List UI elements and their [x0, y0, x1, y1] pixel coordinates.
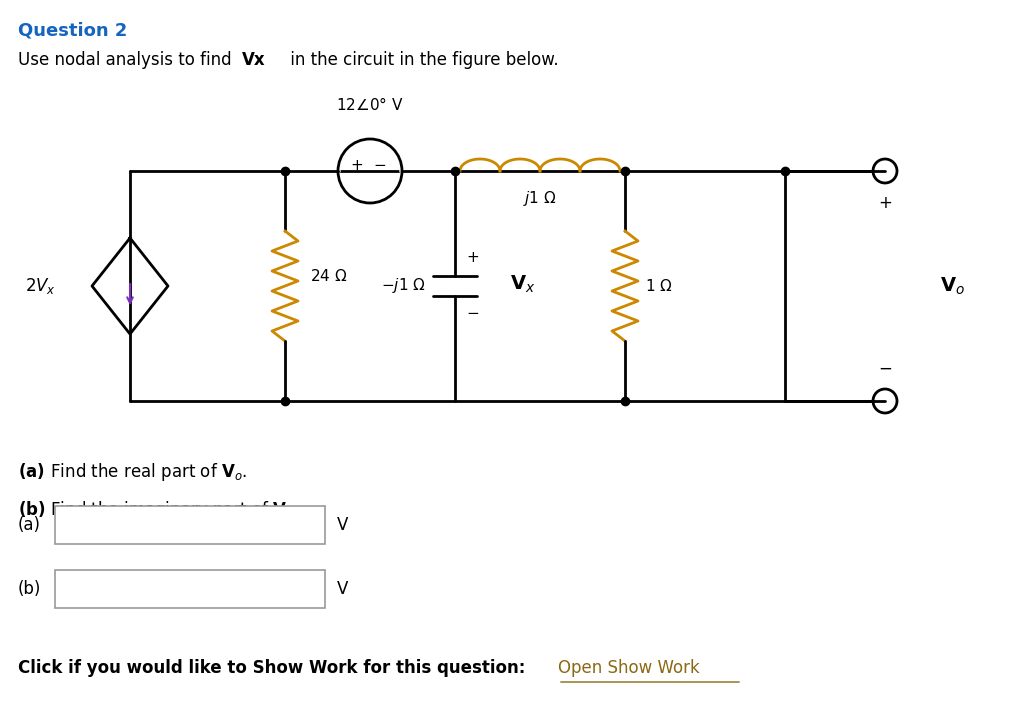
- FancyBboxPatch shape: [55, 570, 325, 608]
- Text: +: +: [467, 250, 479, 266]
- Text: 1 $\Omega$: 1 $\Omega$: [645, 278, 673, 294]
- Text: Vx: Vx: [242, 51, 265, 69]
- Text: $\mathbf{(b)}$: $\mathbf{(b)}$: [18, 499, 46, 519]
- Text: 24 $\Omega$: 24 $\Omega$: [310, 268, 347, 284]
- Text: Find the real part of $\mathbf{V}_o$.: Find the real part of $\mathbf{V}_o$.: [45, 461, 248, 483]
- Text: $12\angle 0°$ V: $12\angle 0°$ V: [336, 96, 403, 113]
- FancyBboxPatch shape: [55, 506, 325, 544]
- Text: $\mathbf{(a)}$: $\mathbf{(a)}$: [18, 461, 45, 481]
- Text: (b): (b): [18, 580, 41, 598]
- Text: +: +: [350, 158, 364, 174]
- Text: $j1$ $\Omega$: $j1$ $\Omega$: [523, 189, 557, 208]
- Text: Find the imaginary part of $\mathbf{V}_o$.: Find the imaginary part of $\mathbf{V}_o…: [45, 499, 299, 521]
- Text: −: −: [374, 158, 386, 174]
- Text: V: V: [337, 580, 348, 598]
- Text: in the circuit in the figure below.: in the circuit in the figure below.: [285, 51, 559, 69]
- Text: Question 2: Question 2: [18, 21, 127, 39]
- Text: +: +: [878, 194, 892, 212]
- Text: Open Show Work: Open Show Work: [558, 659, 699, 677]
- Text: $\mathbf{V}_x$: $\mathbf{V}_x$: [510, 274, 536, 295]
- Text: −: −: [467, 306, 479, 322]
- Text: $-j1$ $\Omega$: $-j1$ $\Omega$: [381, 277, 425, 295]
- Text: Use nodal analysis to find: Use nodal analysis to find: [18, 51, 237, 69]
- Text: $2V_x$: $2V_x$: [25, 276, 55, 296]
- Text: Click if you would like to Show Work for this question:: Click if you would like to Show Work for…: [18, 659, 525, 677]
- Text: (a): (a): [18, 516, 41, 534]
- Text: −: −: [878, 360, 892, 378]
- Text: V: V: [337, 516, 348, 534]
- Text: $\mathbf{V}_o$: $\mathbf{V}_o$: [940, 275, 965, 297]
